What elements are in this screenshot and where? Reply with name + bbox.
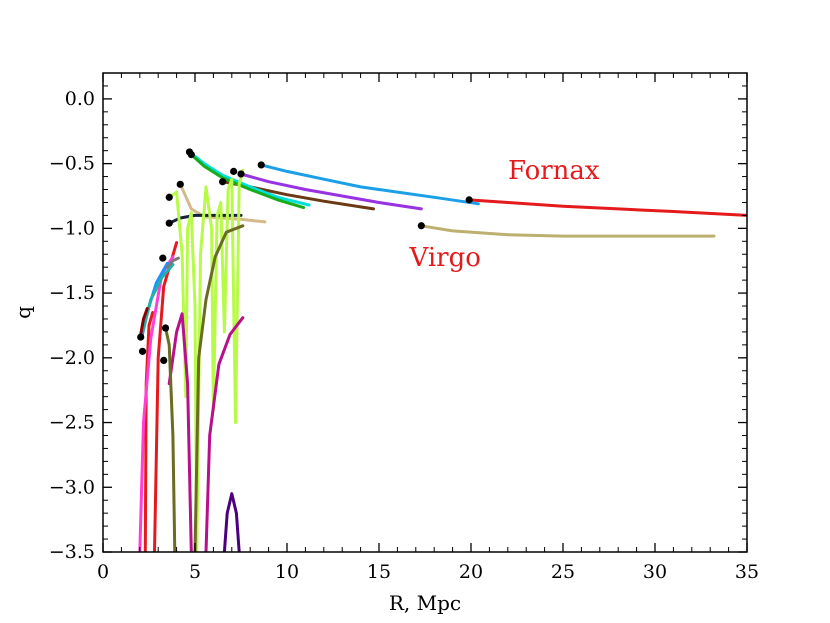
series-line-11 (167, 312, 193, 552)
y-tick-label: 0.0 (65, 88, 95, 110)
marker-layer (137, 148, 473, 364)
y-tick-label: −2.5 (49, 412, 95, 434)
marker-point-11 (161, 324, 170, 332)
x-tick-label: 5 (189, 561, 201, 583)
marker-point-10 (219, 178, 227, 186)
annotation-fornax: Fornax (508, 156, 600, 186)
series-line-21 (165, 256, 180, 269)
marker-point-6 (187, 150, 195, 159)
series-line-20 (139, 307, 149, 336)
marker-point-8 (165, 193, 173, 201)
series-line-19 (142, 263, 175, 331)
x-axis-label: R, Mpc (389, 591, 461, 615)
marker-point-15 (159, 254, 167, 262)
annotation-layer: Fornax Virgo (409, 156, 600, 273)
plot-frame (102, 72, 748, 553)
x-tick-label: 35 (735, 561, 759, 583)
x-tick-label: 20 (459, 561, 483, 583)
marker-point-0 (465, 196, 473, 204)
marker-point-4 (230, 167, 238, 175)
annotation-virgo: Virgo (409, 243, 481, 273)
y-tick-label: −3.0 (49, 476, 95, 498)
series-line-0 (467, 198, 747, 217)
series-line-6 (189, 153, 306, 210)
x-tick-label: 25 (551, 561, 575, 583)
series-line-14 (222, 492, 241, 552)
marker-point-1 (417, 222, 425, 230)
marker-point-2 (257, 161, 265, 169)
series-line-1 (419, 224, 716, 238)
series-line-3 (239, 172, 423, 211)
marker-point-14 (138, 347, 147, 355)
marker-point-3 (237, 170, 245, 178)
series-line-2 (259, 163, 480, 206)
marker-point-9 (165, 219, 173, 227)
x-tick-label: 15 (367, 561, 391, 583)
y-tick-label: −2.0 (49, 347, 95, 369)
series-line-16 (143, 311, 155, 552)
series-line-12 (204, 316, 245, 552)
y-axis-label: q (11, 306, 35, 319)
x-tick-label: 10 (275, 561, 299, 583)
series-line-10 (193, 224, 245, 552)
y-tick-label: −1.0 (49, 217, 95, 239)
series-line-13 (164, 326, 177, 552)
ticks-layer: 0 5 10 15 20 25 30 35 0.0 −0.5 −1.0 −1.5 −2.0 −2.5 −3.… (49, 72, 759, 583)
series-line-5 (188, 150, 311, 207)
marker-point-7 (176, 180, 184, 188)
x-tick-label: 0 (97, 561, 109, 583)
y-tick-label: −0.5 (49, 153, 95, 175)
series-layer (138, 150, 747, 552)
series-line-7 (178, 182, 267, 224)
marker-point-12 (160, 356, 168, 364)
y-tick-label: −3.5 (49, 541, 95, 563)
y-tick-label: −1.5 (49, 282, 95, 304)
x-tick-label: 30 (643, 561, 667, 583)
marker-point-13 (137, 333, 145, 341)
